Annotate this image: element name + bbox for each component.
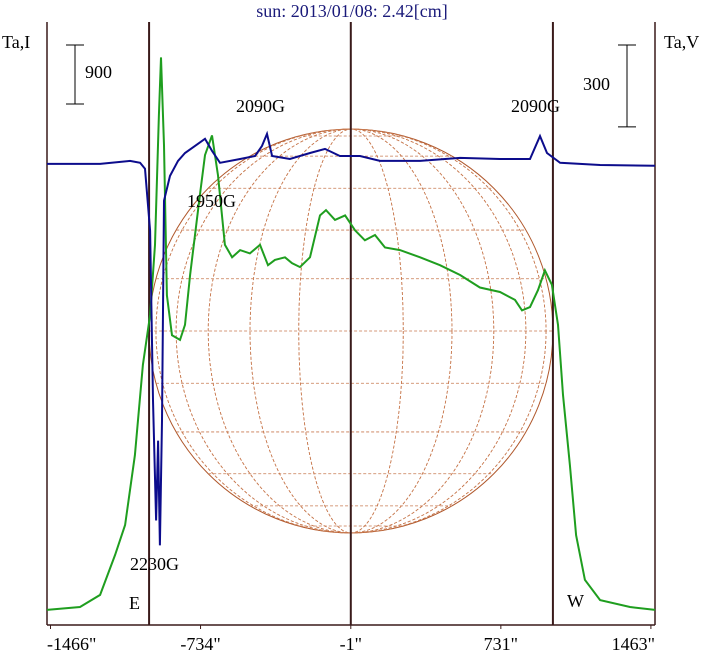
x-tick-label: -1"	[340, 634, 362, 654]
chart-title: sun: 2013/01/08: 2.42[cm]	[256, 1, 448, 21]
scale-bar-label: 300	[583, 74, 610, 94]
annotation: 2230G	[130, 554, 179, 574]
x-tick-label: 1463"	[612, 634, 655, 654]
series-line	[46, 57, 656, 611]
x-tick-label: 731"	[484, 634, 518, 654]
annotation: 2090G	[511, 96, 560, 116]
series-line	[47, 130, 656, 546]
annotation: 1950G	[187, 191, 236, 211]
scale-bar-label: 900	[85, 62, 112, 82]
annotation: 2090G	[236, 96, 285, 116]
x-tick-label: -1466"	[47, 634, 96, 654]
y2-axis-label: Ta,V	[664, 32, 699, 52]
annotation: W	[567, 591, 584, 611]
x-tick-label: -734"	[180, 634, 220, 654]
y-axis-label: Ta,I	[2, 32, 30, 52]
annotation: E	[129, 593, 140, 613]
